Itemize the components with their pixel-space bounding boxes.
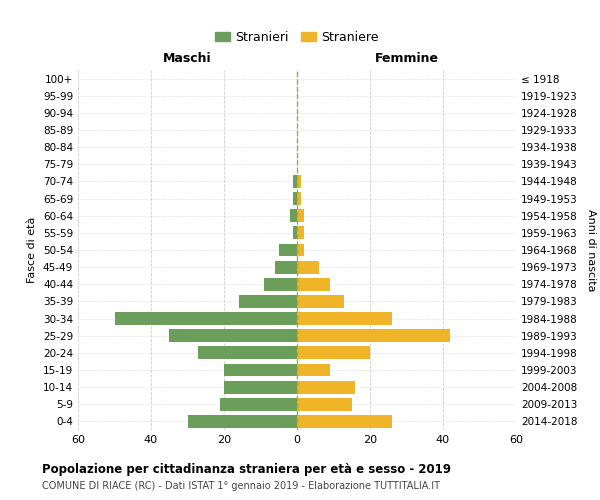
Bar: [293, 192, 297, 205]
Bar: [297, 192, 301, 205]
Bar: [187, 415, 297, 428]
Y-axis label: Anni di nascita: Anni di nascita: [586, 209, 596, 291]
Bar: [297, 226, 304, 239]
Bar: [279, 244, 297, 256]
Bar: [264, 278, 297, 290]
Bar: [297, 398, 352, 410]
Text: Popolazione per cittadinanza straniera per età e sesso - 2019: Popolazione per cittadinanza straniera p…: [42, 462, 451, 475]
Text: COMUNE DI RIACE (RC) - Dati ISTAT 1° gennaio 2019 - Elaborazione TUTTITALIA.IT: COMUNE DI RIACE (RC) - Dati ISTAT 1° gen…: [42, 481, 440, 491]
Bar: [297, 330, 450, 342]
Bar: [224, 364, 297, 376]
Legend: Stranieri, Straniere: Stranieri, Straniere: [210, 26, 384, 49]
Bar: [297, 364, 330, 376]
Bar: [290, 210, 297, 222]
Bar: [224, 380, 297, 394]
Bar: [220, 398, 297, 410]
Bar: [297, 175, 301, 188]
Bar: [297, 312, 392, 325]
Bar: [169, 330, 297, 342]
Bar: [297, 260, 319, 274]
Bar: [293, 226, 297, 239]
Bar: [297, 295, 344, 308]
Bar: [297, 346, 370, 360]
Bar: [275, 260, 297, 274]
Text: Femmine: Femmine: [374, 52, 439, 65]
Text: Maschi: Maschi: [163, 52, 212, 65]
Bar: [297, 415, 392, 428]
Bar: [199, 346, 297, 360]
Bar: [297, 210, 304, 222]
Y-axis label: Fasce di età: Fasce di età: [28, 217, 37, 283]
Bar: [297, 244, 304, 256]
Bar: [293, 175, 297, 188]
Bar: [297, 380, 355, 394]
Bar: [297, 278, 330, 290]
Bar: [115, 312, 297, 325]
Bar: [239, 295, 297, 308]
